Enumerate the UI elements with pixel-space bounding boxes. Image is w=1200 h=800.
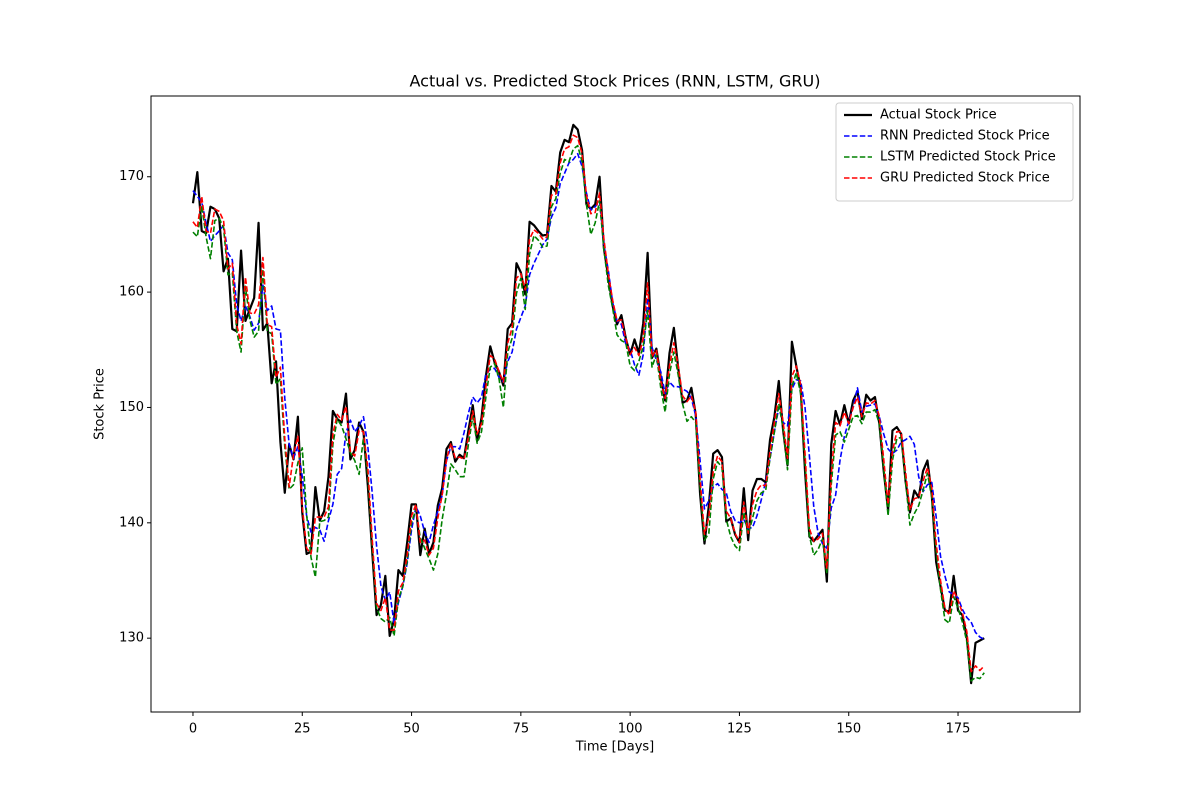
x-tick-label: 0 [189, 722, 197, 737]
legend-label: Actual Stock Price [880, 108, 997, 123]
x-tick-label: 175 [946, 722, 971, 737]
y-tick-label: 130 [119, 631, 144, 646]
series-line [192, 144, 985, 682]
legend-box [835, 102, 1074, 202]
series-line [192, 134, 985, 673]
x-tick-label: 25 [294, 722, 311, 737]
x-axis-label: Time [Days] [575, 740, 655, 755]
axes-frame [150, 95, 1081, 713]
y-tick-label: 160 [119, 285, 144, 300]
y-tick-label: 150 [119, 400, 144, 415]
y-tick-label: 170 [119, 169, 144, 184]
chart-title: Actual vs. Predicted Stock Prices (RNN, … [410, 72, 821, 91]
x-tick-label: 125 [727, 722, 752, 737]
y-tick-label: 140 [119, 515, 144, 530]
legend-label: LSTM Predicted Stock Price [880, 150, 1056, 165]
x-tick-label: 150 [836, 722, 861, 737]
x-tick-label: 75 [513, 722, 530, 737]
legend-label: GRU Predicted Stock Price [880, 171, 1050, 186]
legend-label: RNN Predicted Stock Price [880, 129, 1050, 144]
x-tick-label: 100 [618, 722, 643, 737]
plot-area [191, 123, 985, 685]
x-tick-label: 50 [403, 722, 420, 737]
y-axis-label: Stock Price [93, 368, 108, 440]
